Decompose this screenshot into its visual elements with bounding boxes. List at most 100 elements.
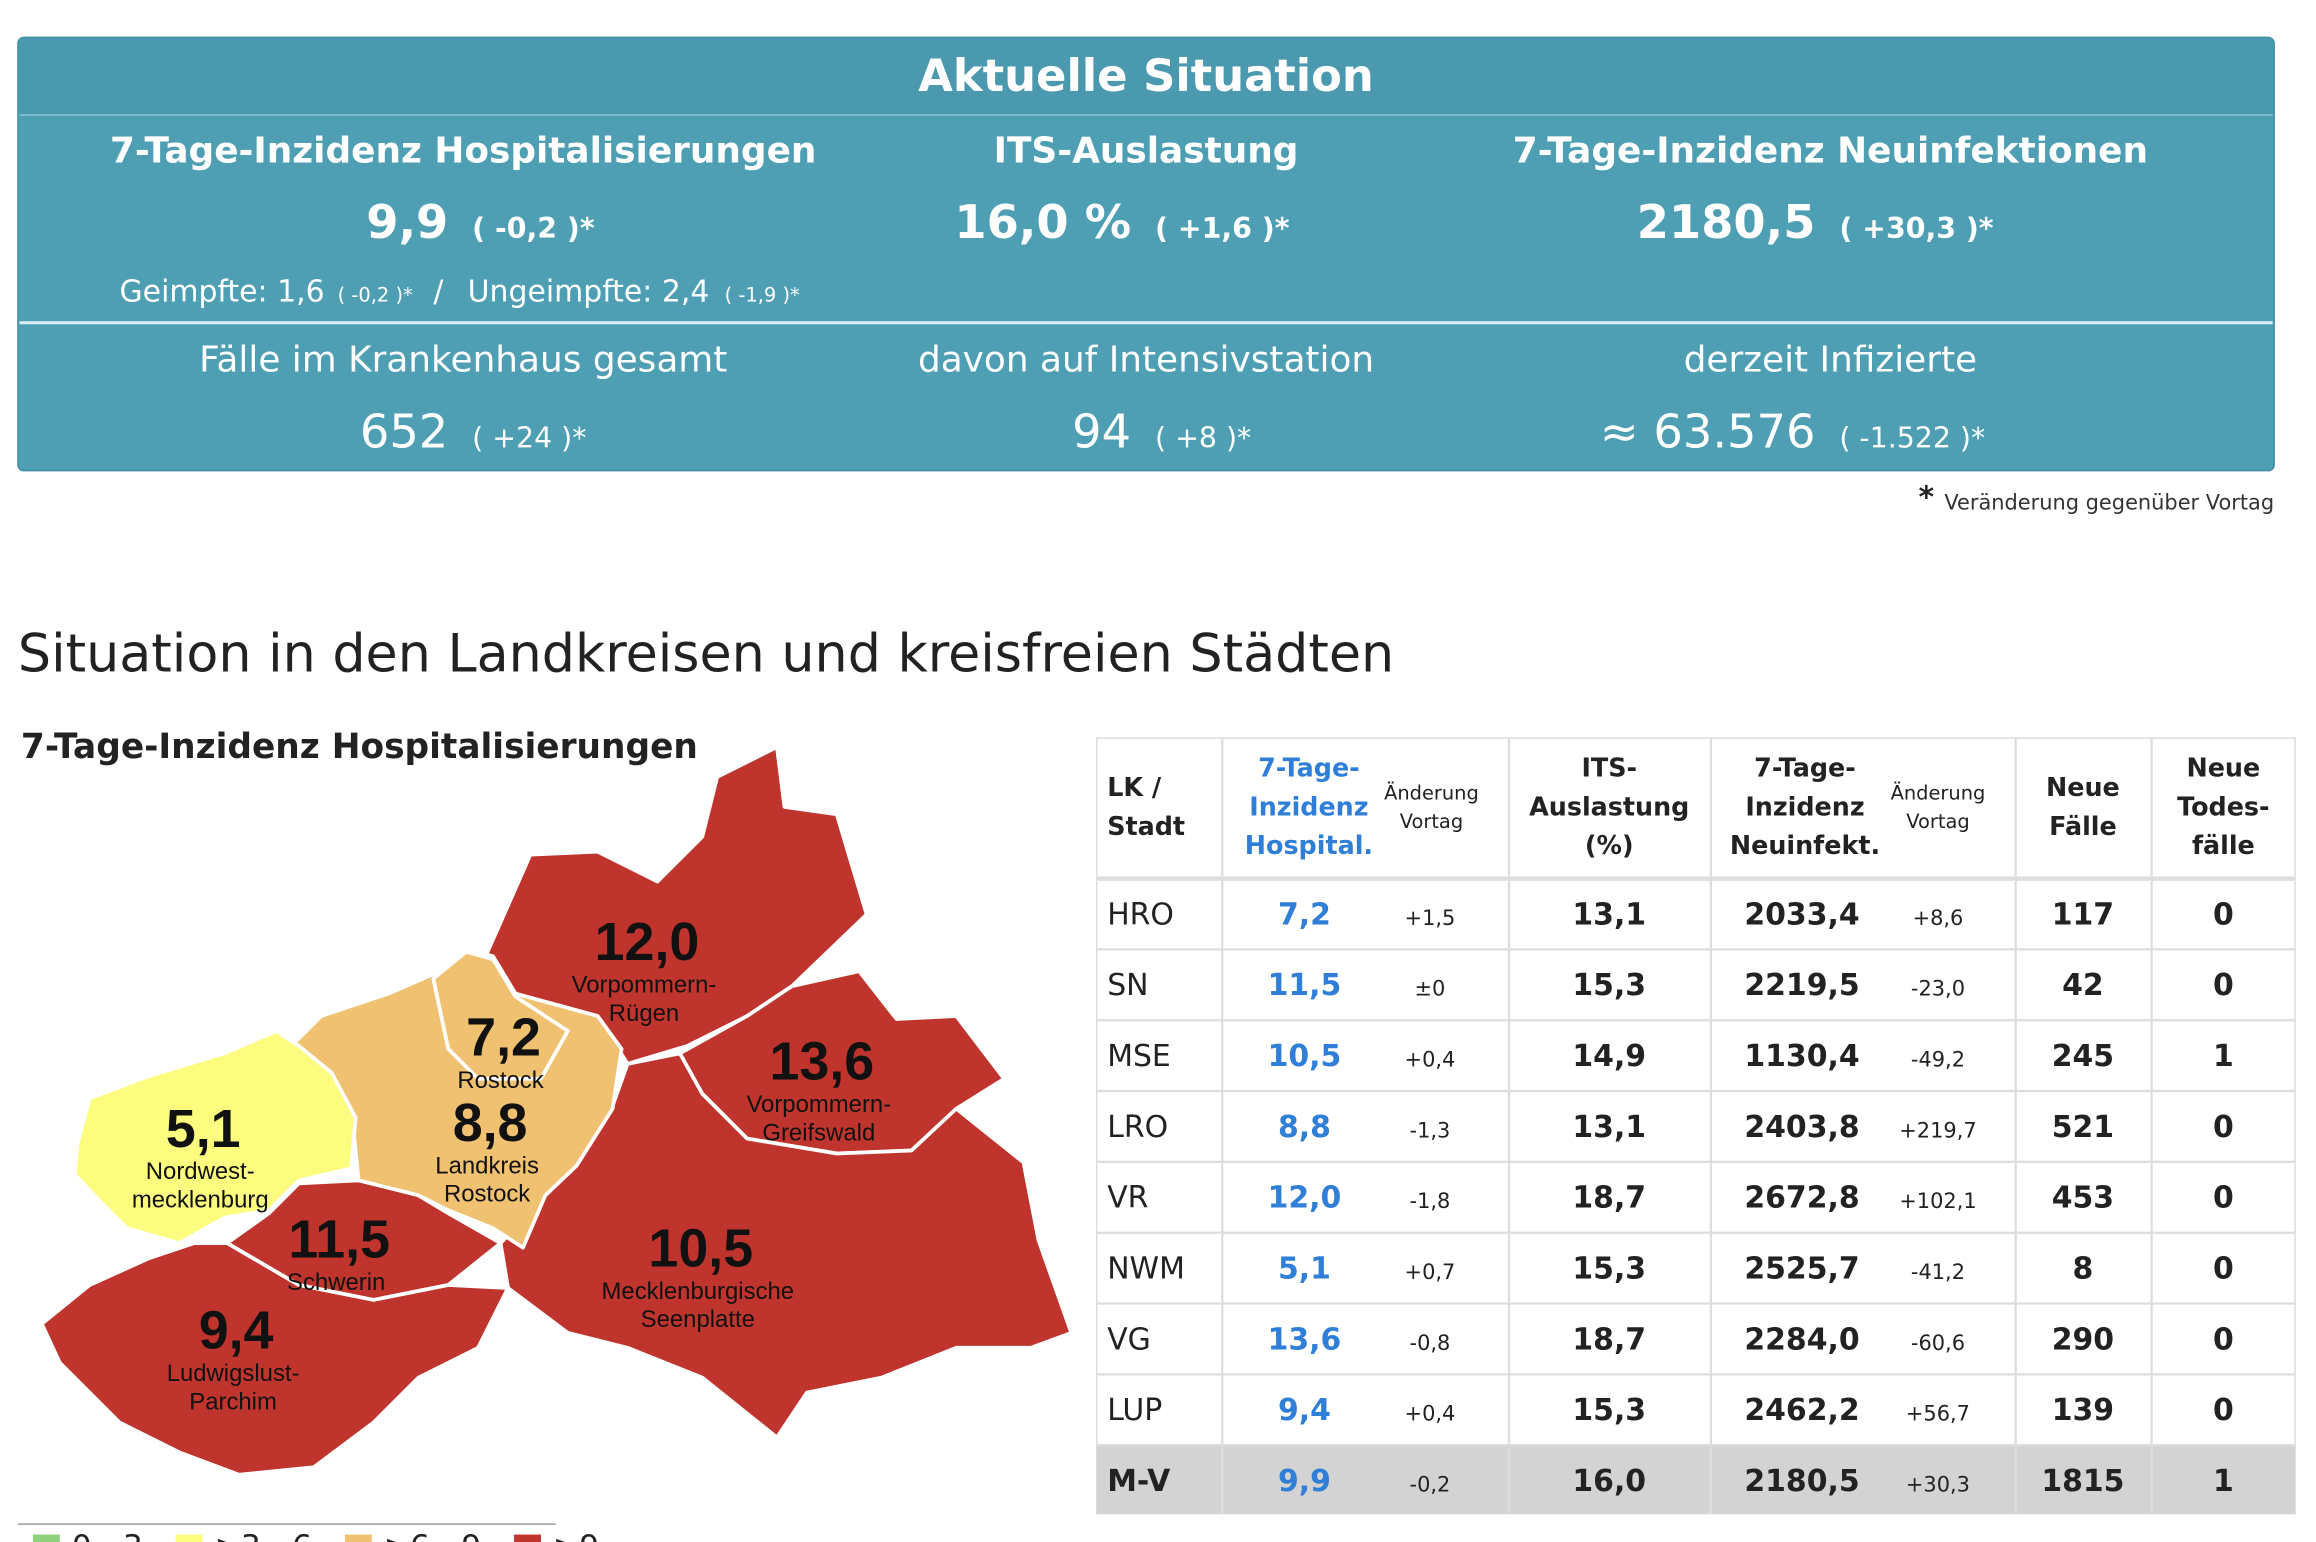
column-header: Todes- <box>2177 791 2269 821</box>
cell: 12,0 <box>1268 1181 1342 1216</box>
cell: 139 <box>2052 1393 2114 1428</box>
column-header: Inzidenz <box>1249 791 1368 821</box>
region-mse <box>498 1051 1074 1440</box>
cell: 2033,4 <box>1744 897 1859 932</box>
cell: 2284,0 <box>1744 1322 1859 1357</box>
column-header: Auslastung <box>1529 791 1689 821</box>
row-name: M-V <box>1107 1464 1170 1499</box>
cell: 0 <box>2213 1393 2234 1428</box>
column-header: Neue <box>2186 753 2260 783</box>
cell: -0,2 <box>1410 1473 1451 1497</box>
cell: 18,7 <box>1572 1322 1646 1357</box>
cell: 0 <box>2213 1322 2234 1357</box>
cell: 8,8 <box>1278 1110 1331 1145</box>
cell: 9,9 <box>1278 1464 1331 1499</box>
stat-change: ( +24 )* <box>472 421 586 454</box>
cell: -0,8 <box>1410 1331 1451 1355</box>
cell: 1130,4 <box>1744 1039 1859 1074</box>
cell: 42 <box>2062 968 2104 1003</box>
stat-value: 2180,5 <box>1637 195 1816 249</box>
cell: 245 <box>2052 1039 2114 1074</box>
cell: 2403,8 <box>1744 1110 1859 1145</box>
region-value: 8,8 <box>453 1093 528 1153</box>
cell: 13,6 <box>1268 1322 1342 1357</box>
column-header: Inzidenz <box>1745 791 1864 821</box>
cell: 13,1 <box>1572 897 1646 932</box>
region-name: Vorpommern- <box>572 971 717 998</box>
region-name: mecklenburg <box>132 1187 269 1214</box>
section-title: Situation in den Landkreisen und kreisfr… <box>18 623 1394 684</box>
column-header: fälle <box>2192 830 2255 860</box>
cell: 0 <box>2213 968 2234 1003</box>
row-name: HRO <box>1107 897 1174 932</box>
row-name: LUP <box>1107 1393 1162 1428</box>
region-name: Vorpommern- <box>746 1091 891 1118</box>
cell: 5,1 <box>1278 1252 1331 1287</box>
cell: 2672,8 <box>1744 1181 1859 1216</box>
vaccinated-change: ( -0,2 )* <box>338 283 413 306</box>
cell: 14,9 <box>1572 1039 1646 1074</box>
legend-label: >9 <box>553 1529 599 1542</box>
cell: -41,2 <box>1911 1260 1965 1284</box>
panel-header <box>19 38 2273 116</box>
cell: 0 <box>2213 1252 2234 1287</box>
region-name: Schwerin <box>287 1269 385 1296</box>
cell: 2462,2 <box>1744 1393 1859 1428</box>
stat-value: ≈ 63.576 <box>1600 404 1816 458</box>
cell: +0,7 <box>1405 1260 1456 1284</box>
legend-label: >6 - 9 <box>384 1529 481 1542</box>
vaccinated: Geimpfte: 1,6 <box>120 274 325 309</box>
stat-value: 9,9 <box>366 195 448 249</box>
cell: -1,8 <box>1410 1189 1451 1213</box>
column-header: 7-Tage- <box>1258 753 1360 783</box>
region-name: Nordwest- <box>146 1158 255 1185</box>
cell: 117 <box>2052 897 2114 932</box>
stat-value: 16,0 % <box>954 195 1131 249</box>
row-name: NWM <box>1107 1252 1185 1287</box>
column-header: Vortag <box>1400 810 1463 833</box>
legend-swatch <box>514 1534 541 1542</box>
stat-label: ITS-Auslastung <box>994 130 1299 171</box>
region-value: 5,1 <box>166 1099 241 1159</box>
stat-change: ( -0,2 )* <box>472 212 595 245</box>
region-value: 13,6 <box>769 1032 874 1092</box>
column-header: LK / <box>1107 772 1162 802</box>
cell: 1 <box>2213 1464 2234 1499</box>
region-name: Rügen <box>609 1000 679 1027</box>
map-title: 7-Tage-Inzidenz Hospitalisierungen <box>21 727 698 767</box>
cell: 2525,7 <box>1744 1252 1859 1287</box>
region-nwm <box>72 1029 358 1246</box>
cell: ±0 <box>1415 977 1446 1001</box>
cell: 10,5 <box>1268 1039 1342 1074</box>
cell: 15,3 <box>1572 1393 1646 1428</box>
column-header: Fälle <box>2049 811 2117 841</box>
row-name: LRO <box>1107 1110 1168 1145</box>
cell: 15,3 <box>1572 1252 1646 1287</box>
region-name: Rostock <box>444 1181 530 1208</box>
column-header: Stadt <box>1107 811 1185 841</box>
situation-panel <box>17 36 2275 472</box>
legend-swatch <box>32 1534 60 1542</box>
column-header: ITS- <box>1581 753 1637 783</box>
region-value: 12,0 <box>595 912 700 972</box>
stat-change: ( +8 )* <box>1155 421 1251 454</box>
stat-label: Fälle im Krankenhaus gesamt <box>199 340 727 381</box>
legend-swatch <box>344 1534 372 1542</box>
stat-value: 94 <box>1072 404 1131 458</box>
column-header: 7-Tage- <box>1754 753 1856 783</box>
cell: 13,1 <box>1572 1110 1646 1145</box>
cell: 453 <box>2052 1181 2114 1216</box>
region-lup <box>39 1241 510 1477</box>
stat-label: 7-Tage-Inzidenz Hospitalisierungen <box>110 130 816 171</box>
stat-label: derzeit Infizierte <box>1684 340 1977 381</box>
region-name: Parchim <box>189 1388 277 1415</box>
region-name: Ludwigslust- <box>167 1360 300 1387</box>
footnote-mark: * <box>1919 481 1935 516</box>
footnote: Veränderung gegenüber Vortag <box>1944 491 2274 515</box>
row-name: VR <box>1107 1181 1148 1216</box>
legend-label: >3 - 6 <box>215 1529 312 1542</box>
cell: 2219,5 <box>1744 968 1859 1003</box>
cell: 1 <box>2213 1039 2234 1074</box>
